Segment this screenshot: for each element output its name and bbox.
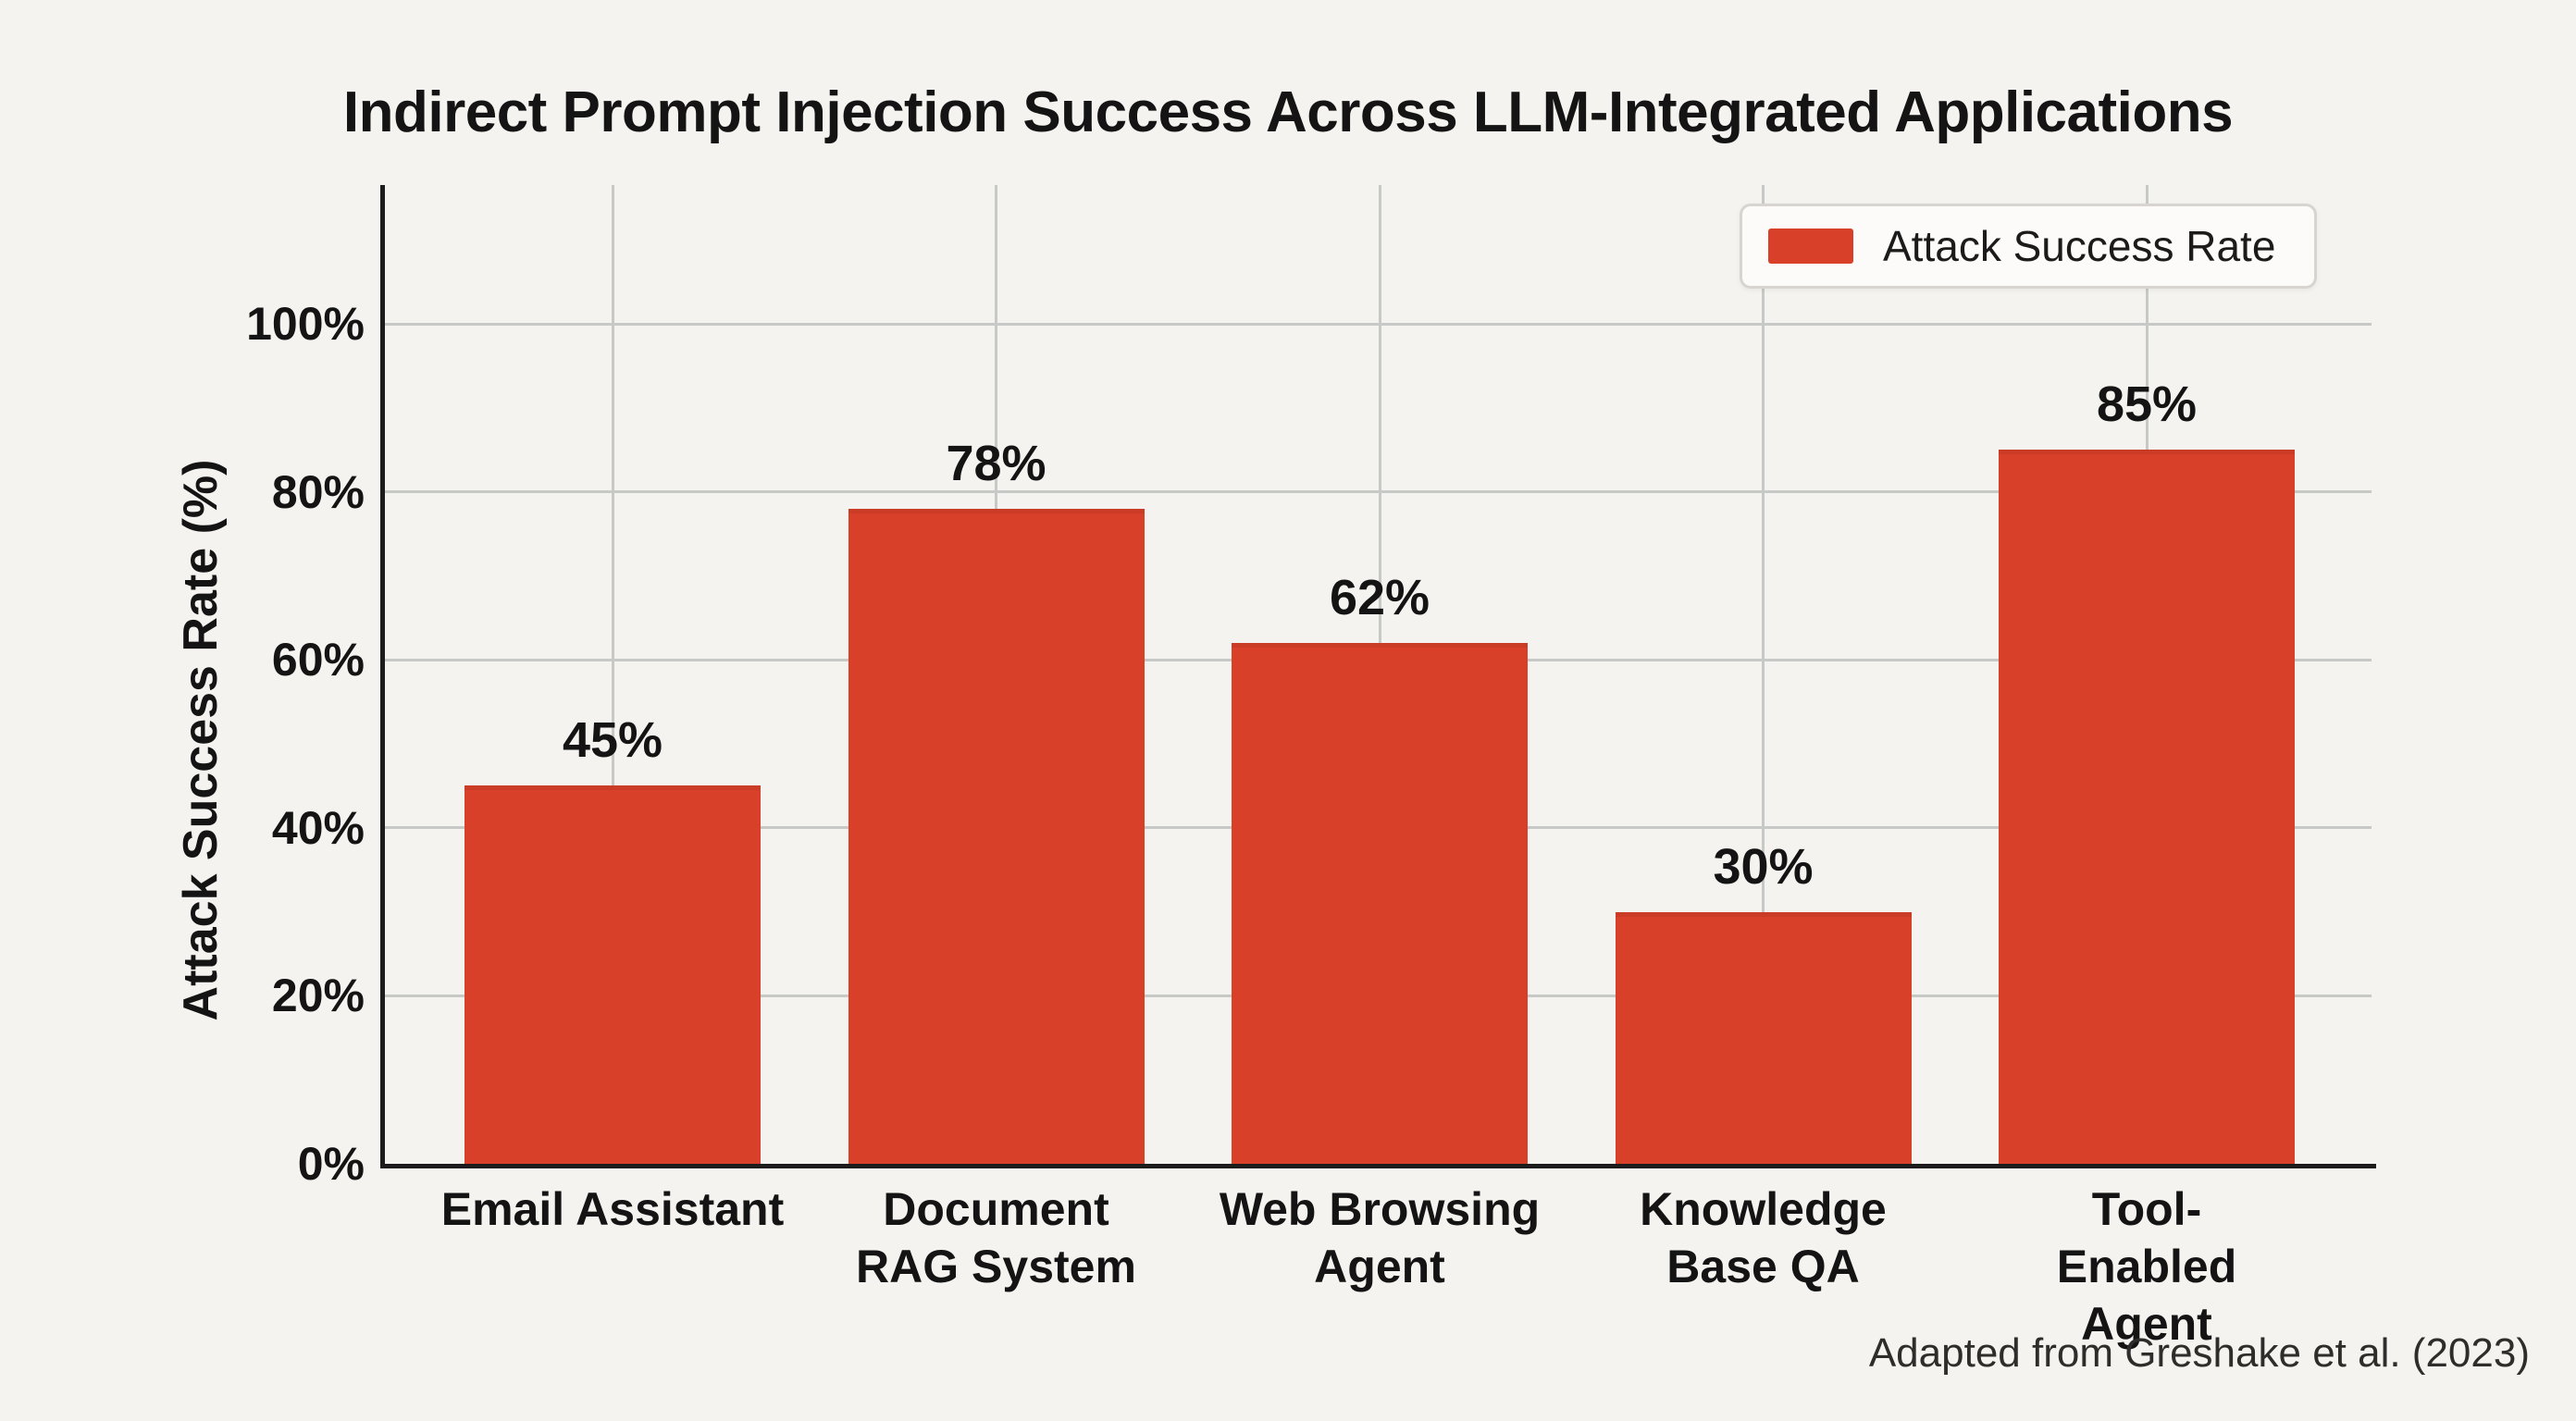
legend-label: Attack Success Rate bbox=[1883, 222, 2276, 270]
gridline-vertical bbox=[1762, 185, 1765, 1164]
legend-swatch bbox=[1768, 229, 1853, 264]
bar-value-label: 45% bbox=[562, 712, 663, 769]
bar-value-label: 62% bbox=[1329, 570, 1430, 626]
y-axis-ticks: 0% 20% 40% 60% 80% 100% bbox=[0, 185, 365, 1190]
x-category-label: Tool-Enabled Agent bbox=[2056, 1183, 2237, 1350]
legend: Attack Success Rate bbox=[1740, 204, 2318, 289]
x-axis-line bbox=[380, 1164, 2376, 1168]
x-axis-labels: Email Assistant Document RAG System Web Br… bbox=[385, 1180, 2372, 1350]
y-tick-label: 100% bbox=[246, 298, 365, 350]
bar-value-label: 85% bbox=[2096, 377, 2198, 433]
bar-value-label: 78% bbox=[946, 435, 1046, 491]
y-tick-label: 20% bbox=[271, 970, 365, 1022]
y-tick-label: 0% bbox=[297, 1138, 365, 1190]
plot-area: 45% 78% 62% 30% 85% bbox=[380, 185, 2376, 1168]
bar bbox=[1232, 643, 1528, 1164]
bar bbox=[848, 509, 1145, 1164]
y-tick-label: 60% bbox=[271, 634, 365, 686]
x-category-label: Email Assistant bbox=[440, 1183, 785, 1235]
chart-title: Indirect Prompt Injection Success Across… bbox=[342, 80, 2234, 144]
bar-value-label: 30% bbox=[1713, 838, 1814, 895]
attribution-note: Adapted from Greshake et al. (2023) bbox=[1868, 1330, 2530, 1376]
x-category-label: Document RAG System bbox=[856, 1183, 1136, 1292]
gridline-vertical bbox=[611, 185, 614, 1164]
bar bbox=[1999, 450, 2295, 1164]
bar bbox=[1615, 912, 1912, 1164]
x-category-label: Web Browsing Agent bbox=[1219, 1183, 1541, 1292]
x-category-label: Knowledge Base QA bbox=[1640, 1183, 1887, 1292]
y-tick-label: 40% bbox=[271, 801, 365, 854]
y-tick-label: 80% bbox=[271, 465, 365, 518]
y-axis-line bbox=[380, 185, 385, 1168]
bar bbox=[464, 785, 761, 1164]
